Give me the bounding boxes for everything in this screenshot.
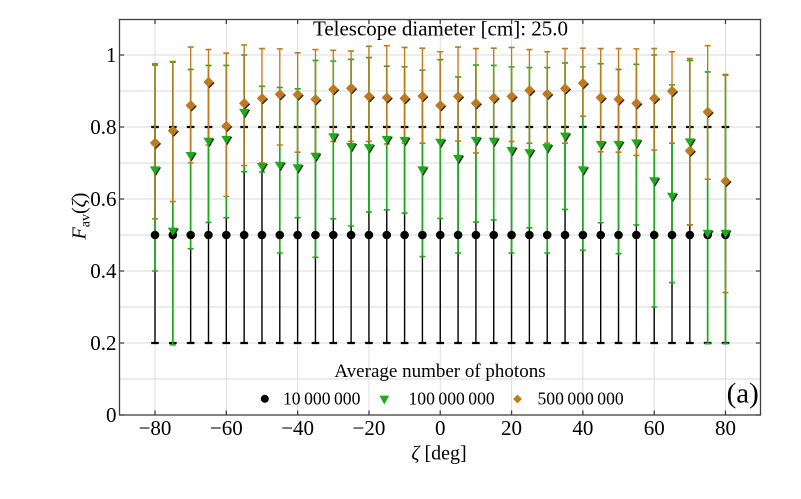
svg-text:−60: −60 [210,416,243,440]
svg-text:−20: −20 [353,416,386,440]
svg-text:(a): (a) [727,378,759,410]
svg-text:0: 0 [435,416,446,440]
svg-text:−40: −40 [281,416,314,440]
svg-text:0.4: 0.4 [90,259,117,283]
svg-text:0.6: 0.6 [90,187,116,211]
svg-text:0.8: 0.8 [90,115,116,139]
svg-text:−80: −80 [139,416,172,440]
svg-text:1: 1 [106,43,117,67]
svg-text:Fav(ζ): Fav(ζ) [69,193,94,241]
svg-text:80: 80 [715,416,736,440]
svg-text:Telescope diameter [cm]: 25.0: Telescope diameter [cm]: 25.0 [313,17,568,41]
svg-text:Average number of photons: Average number of photons [334,361,545,382]
svg-text:ζ [deg]: ζ [deg] [411,443,466,465]
svg-text:0.2: 0.2 [90,331,116,355]
svg-text:20: 20 [501,416,522,440]
svg-text:0: 0 [106,403,117,427]
svg-text:40: 40 [572,416,593,440]
svg-text:60: 60 [644,416,665,440]
